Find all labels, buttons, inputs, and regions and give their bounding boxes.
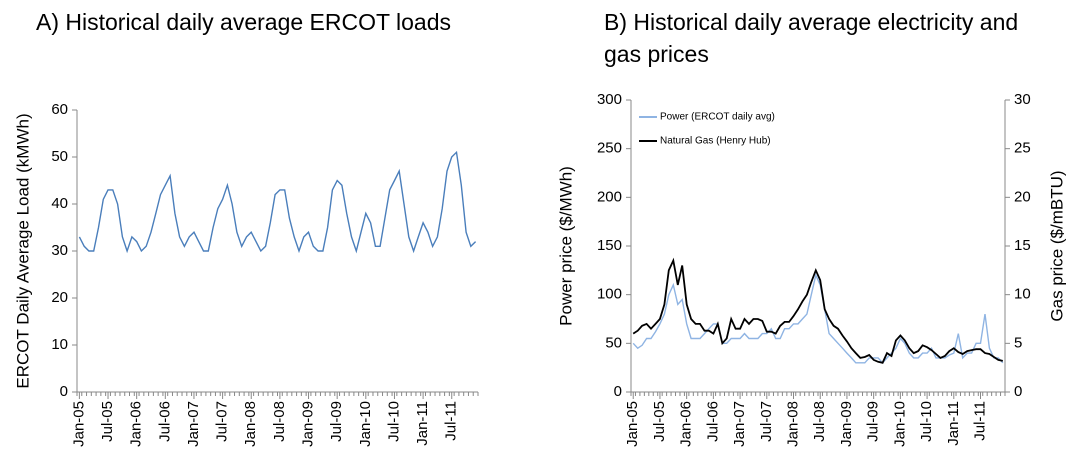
y-tick-label: 200: [597, 188, 622, 205]
x-tick-label: Jan-10: [891, 401, 908, 447]
x-tick-label: Jan-06: [128, 401, 145, 447]
x-tick-label: Jan-09: [838, 401, 855, 447]
x-tick-label: Jul-10: [385, 401, 402, 442]
x-tick-label: Jul-05: [651, 401, 668, 442]
x-tick-label: Jan-07: [185, 401, 202, 447]
y2-tick-label: 20: [1014, 188, 1031, 205]
x-tick-label: Jul-11: [443, 401, 460, 441]
x-tick-label: Jan-05: [624, 401, 641, 447]
y2-tick-label: 0: [1014, 383, 1022, 400]
y-tick-label: 20: [51, 289, 68, 306]
x-tick-label: Jul-07: [758, 401, 775, 442]
x-tick-label: Jul-05: [99, 401, 116, 442]
x-tick-label: Jul-06: [704, 401, 721, 442]
chart-title: A) Historical daily average ERCOT loads: [36, 9, 452, 35]
x-tick-label: Jan-11: [414, 401, 431, 446]
x-tick-label: Jan-11: [945, 401, 962, 446]
y-axis-label: Power price ($/MWh): [556, 166, 575, 326]
x-tick-label: Jan-10: [357, 401, 374, 447]
legend-label: Power (ERCOT daily avg): [660, 112, 775, 123]
y-tick-label: 60: [51, 101, 68, 118]
y2-tick-label: 15: [1014, 237, 1031, 254]
y-tick-label: 10: [51, 336, 68, 353]
data-line: [632, 257, 1003, 364]
y-tick-label: 50: [51, 148, 68, 165]
y2-tick-label: 5: [1014, 334, 1022, 351]
y-axis-label: ERCOT Daily Average Load (kMWh): [13, 113, 32, 388]
x-tick-label: Jul-06: [156, 401, 173, 442]
x-tick-label: Jul-07: [214, 401, 231, 442]
x-tick-label: Jul-09: [865, 401, 882, 442]
y-tick-label: 0: [614, 383, 622, 400]
x-tick-label: Jan-08: [242, 401, 259, 447]
y-tick-label: 30: [51, 242, 68, 259]
x-tick-label: Jul-08: [811, 401, 828, 442]
legend-label: Natural Gas (Henry Hub): [660, 136, 771, 147]
x-tick-label: Jul-09: [328, 401, 345, 442]
x-tick-label: Jul-11: [971, 401, 988, 441]
x-tick-label: Jan-06: [678, 401, 695, 447]
chart-title: B) Historical daily average electricity …: [604, 9, 1019, 67]
y-tick-label: 50: [605, 334, 622, 351]
data-line: [78, 150, 477, 254]
x-tick-label: Jul-10: [918, 401, 935, 442]
y2-tick-label: 25: [1014, 140, 1031, 157]
y-tick-label: 300: [597, 91, 622, 108]
y2-axis-label: Gas price ($/mBTU): [1047, 170, 1066, 321]
x-tick-label: Jan-09: [299, 401, 316, 447]
x-tick-label: Jan-07: [731, 401, 748, 447]
y-tick-label: 100: [597, 286, 622, 303]
data-line: [632, 273, 1004, 364]
y2-tick-label: 30: [1014, 91, 1031, 108]
y-tick-label: 40: [51, 195, 68, 212]
x-tick-label: Jul-08: [271, 401, 288, 442]
y-tick-label: 0: [60, 383, 68, 400]
x-tick-label: Jan-05: [70, 401, 87, 447]
x-tick-label: Jan-08: [784, 401, 801, 447]
y-tick-label: 150: [597, 237, 622, 254]
y-tick-label: 250: [597, 140, 622, 157]
y2-tick-label: 10: [1014, 286, 1031, 303]
